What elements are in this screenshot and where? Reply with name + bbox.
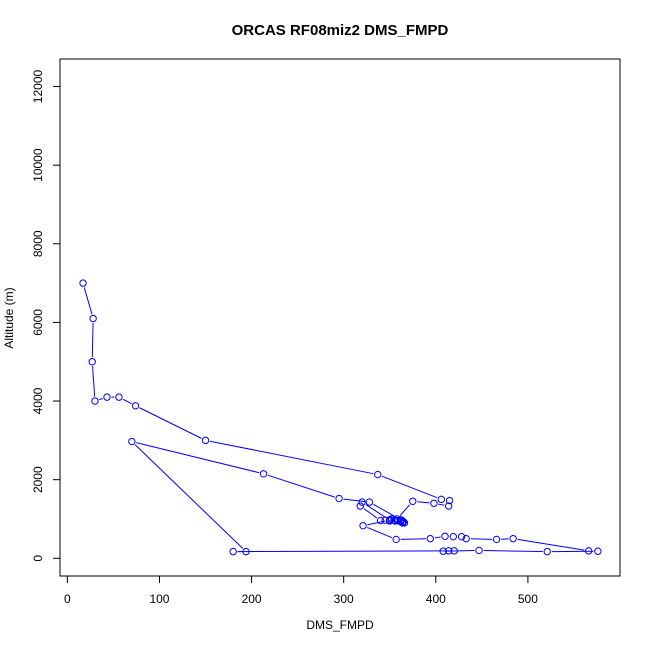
data-point [594,547,602,555]
data-point [450,547,458,555]
series-segment [381,475,438,499]
series-segment [365,504,387,519]
data-point [475,546,483,555]
data-point [449,532,457,541]
series-segment [366,526,393,539]
series-segment [92,366,96,397]
series-segment [400,538,426,540]
series-segment [267,474,335,498]
series-segment [237,550,450,553]
data-point [409,497,417,506]
data-point [115,393,123,401]
data-point [376,516,385,525]
data-point [462,534,470,543]
y-tick-label: 0 [31,555,45,562]
data-point [509,534,517,543]
data-point [88,358,96,366]
data-point [201,436,210,445]
data-point [444,547,453,555]
y-axis-label: Altitude (m) [2,287,16,348]
data-point [439,547,447,555]
data-point [358,498,366,506]
series-segment [209,440,374,475]
y-tick-label: 2000 [31,466,45,493]
data-point [91,397,99,405]
data-point [381,516,389,524]
data-point [444,502,453,510]
data-point [374,470,382,479]
data-point [584,547,593,555]
x-tick-label: 400 [426,592,446,606]
series-segment [417,501,430,504]
data-point [426,534,434,543]
data-point [335,494,343,503]
series-segment [91,322,94,358]
series-segment [99,398,103,401]
data-point [492,535,501,544]
series-segment [470,538,493,540]
series-segment [83,287,93,315]
data-point [131,402,140,410]
data-point [397,516,405,524]
x-tick-label: 500 [518,592,538,606]
data-point [430,499,438,507]
y-tick-label: 4000 [31,387,45,414]
data-point [242,547,250,556]
series-segment [134,444,244,549]
y-tick-label: 10000 [31,148,45,182]
series-segment [373,503,398,519]
data-point [391,517,399,525]
y-axis: 0 2000 4000 6000 8000 10000 12000 [31,70,61,562]
data-point [365,498,374,506]
data-point [128,437,136,446]
data-point [441,532,449,540]
data-point [543,547,551,556]
data-point [386,516,394,524]
data-point [356,502,364,510]
data-point [89,314,97,323]
data-point [79,279,87,287]
data-point [229,547,237,556]
series-segment [363,508,378,519]
data-point [437,495,446,504]
plot-frame [59,58,621,577]
y-tick-label: 6000 [31,309,45,336]
series-layer [79,279,602,556]
data-point [103,393,111,401]
x-tick-label: 300 [334,592,354,606]
x-tick-label: 100 [149,592,169,606]
series-segment [122,398,132,405]
x-axis-label: DMS_FMPD [306,618,374,632]
data-point [259,470,268,478]
series-segment [399,504,411,516]
data-point [457,532,466,541]
series-segment [438,503,445,506]
series-segment [483,550,543,553]
y-tick-label: 12000 [31,70,45,104]
series-segment [434,536,441,539]
x-tick-label: 200 [242,592,262,606]
series-segment [517,538,585,551]
x-axis: 0 100 200 300 400 500 [64,575,538,606]
data-point [445,496,454,505]
data-point [392,535,400,544]
chart-title: ORCAS RF08miz2 DMS_FMPD [232,22,449,39]
series-segment [136,442,260,474]
series-segment [343,498,366,503]
series-segment [139,407,202,439]
data-point [359,521,367,530]
y-tick-label: 8000 [31,230,45,257]
x-tick-label: 0 [64,592,71,606]
